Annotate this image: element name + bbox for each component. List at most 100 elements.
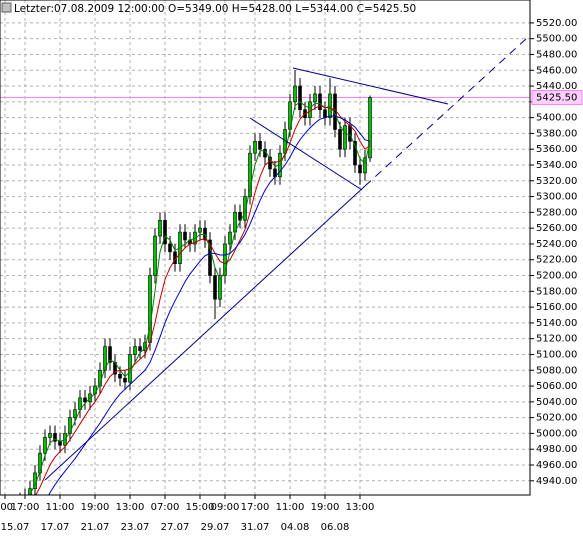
candle-body: [308, 101, 312, 118]
trend-line: [44, 185, 366, 481]
y-tick-label: 5280.00: [536, 207, 577, 218]
y-tick-label: 5260.00: [536, 223, 577, 234]
y-tick-label: 5140.00: [536, 318, 577, 329]
y-tick-label: 5160.00: [536, 302, 577, 313]
x-tick-label: 17:00: [11, 502, 40, 513]
candle: [38, 445, 42, 481]
candle-body: [158, 219, 162, 237]
x-date-label: 15.07: [1, 522, 30, 533]
candle-body: [38, 452, 42, 474]
candle: [208, 232, 212, 284]
candle-body: [238, 212, 242, 221]
moving-average: [48, 115, 371, 495]
candle-body: [133, 346, 137, 355]
candle: [363, 150, 367, 181]
x-tick-label: 19:00: [81, 502, 110, 513]
candle-body: [218, 275, 222, 300]
y-tick-label: 5060.00: [536, 381, 577, 392]
candle: [258, 133, 262, 158]
y-tick-label: 5320.00: [536, 176, 577, 187]
candle: [83, 390, 87, 410]
candle: [28, 480, 32, 495]
x-date-label: 29.07: [201, 522, 230, 533]
candle: [238, 204, 242, 229]
y-tick-label: 5080.00: [536, 365, 577, 376]
x-tick-label: 07:00: [151, 502, 180, 513]
candle-body: [43, 437, 47, 454]
candle-body: [53, 433, 57, 442]
y-tick-label: 4960.00: [536, 460, 577, 471]
candle-body: [198, 227, 202, 233]
candle-body: [323, 109, 327, 118]
y-tick-label: 5340.00: [536, 160, 577, 171]
candle: [243, 188, 247, 229]
y-tick-label: 5040.00: [536, 397, 577, 408]
candle-body: [213, 275, 217, 300]
y-tick-label: 5200.00: [536, 271, 577, 282]
candle-body: [83, 397, 87, 403]
x-tick-label: :00: [0, 502, 13, 513]
candle-body: [68, 417, 72, 434]
candle-body: [313, 93, 317, 103]
x-date-label: 23.07: [121, 522, 150, 533]
channel-line: [249, 117, 363, 191]
x-date-label: 27.07: [161, 522, 190, 533]
y-tick-label: 5360.00: [536, 144, 577, 155]
candle: [218, 267, 222, 308]
candle-body: [348, 125, 352, 142]
candle-body: [118, 373, 122, 379]
candle: [308, 93, 312, 126]
candle-body: [298, 85, 302, 111]
candle-body: [223, 243, 227, 276]
x-date-label: 04.08: [281, 522, 310, 533]
current-price-label: 5425.50: [536, 93, 577, 104]
candle: [48, 425, 52, 446]
candle: [343, 117, 347, 158]
header-icon: [1, 2, 12, 13]
plot-border: [0, 0, 531, 496]
y-tick-label: 5400.00: [536, 113, 577, 124]
candle-body: [58, 441, 62, 446]
candle-body: [123, 377, 127, 383]
candle: [318, 86, 322, 118]
candle-body: [183, 231, 187, 241]
candle-body: [258, 141, 262, 150]
candle: [358, 157, 362, 185]
candle-body: [338, 129, 342, 150]
candle: [123, 370, 127, 390]
y-tick-label: 5460.00: [536, 65, 577, 76]
candle-body: [253, 141, 257, 154]
x-tick-label: 11:00: [46, 502, 75, 513]
candle: [198, 220, 202, 240]
x-tick-label: 19:00: [311, 502, 340, 513]
candle-body: [318, 93, 322, 111]
y-tick-label: 4980.00: [536, 444, 577, 455]
x-date-label: 06.08: [321, 522, 350, 533]
candle: [53, 425, 57, 450]
candle-body: [343, 125, 347, 150]
candle: [368, 95, 372, 162]
candle: [158, 212, 162, 244]
y-tick-label: 5000.00: [536, 428, 577, 439]
candle-body: [208, 239, 212, 276]
y-tick-label: 5300.00: [536, 192, 577, 203]
x-tick-label: 15:00: [186, 502, 215, 513]
x-tick-label: 09:00: [211, 502, 240, 513]
candle-body: [163, 219, 167, 245]
candle-body: [228, 231, 232, 245]
x-date-label: 21.07: [81, 522, 110, 533]
y-tick-label: 5120.00: [536, 334, 577, 345]
x-tick-label: 13:00: [116, 502, 145, 513]
y-tick-label: 5480.00: [536, 49, 577, 60]
y-tick-label: 5180.00: [536, 286, 577, 297]
candle-body: [28, 488, 32, 495]
y-tick-label: 5440.00: [536, 81, 577, 92]
candle-body: [358, 164, 362, 174]
candle-body: [363, 157, 367, 174]
candle-body: [108, 346, 112, 363]
y-tick-label: 5100.00: [536, 349, 577, 360]
candle-body: [243, 196, 247, 221]
x-date-label: 31.07: [241, 522, 270, 533]
